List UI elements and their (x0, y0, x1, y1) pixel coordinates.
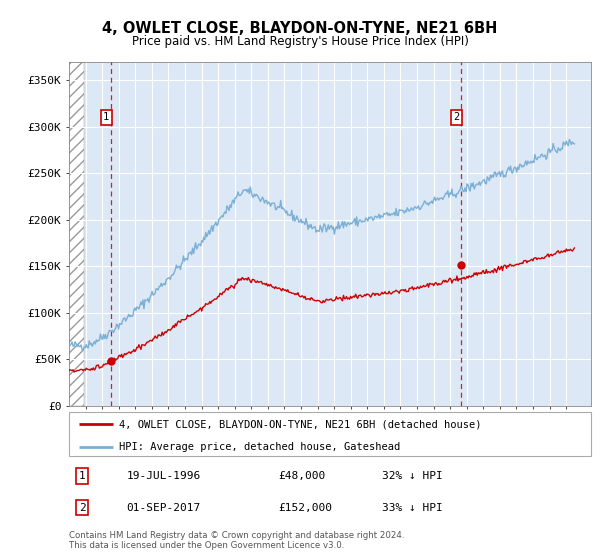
Text: £152,000: £152,000 (278, 503, 332, 513)
Text: 4, OWLET CLOSE, BLAYDON-ON-TYNE, NE21 6BH: 4, OWLET CLOSE, BLAYDON-ON-TYNE, NE21 6B… (103, 21, 497, 36)
Text: 32% ↓ HPI: 32% ↓ HPI (382, 471, 443, 481)
Text: 19-JUL-1996: 19-JUL-1996 (127, 471, 200, 481)
Text: Price paid vs. HM Land Registry's House Price Index (HPI): Price paid vs. HM Land Registry's House … (131, 35, 469, 48)
Bar (69, 62, 84, 406)
Text: 4, OWLET CLOSE, BLAYDON-ON-TYNE, NE21 6BH (detached house): 4, OWLET CLOSE, BLAYDON-ON-TYNE, NE21 6B… (119, 419, 481, 429)
Text: 1: 1 (79, 471, 85, 481)
Text: HPI: Average price, detached house, Gateshead: HPI: Average price, detached house, Gate… (119, 441, 400, 451)
Text: 33% ↓ HPI: 33% ↓ HPI (382, 503, 443, 513)
Text: 2: 2 (453, 113, 460, 123)
Text: 01-SEP-2017: 01-SEP-2017 (127, 503, 200, 513)
Text: 2: 2 (79, 503, 85, 513)
FancyBboxPatch shape (69, 412, 591, 456)
Text: £48,000: £48,000 (278, 471, 325, 481)
Text: Contains HM Land Registry data © Crown copyright and database right 2024.
This d: Contains HM Land Registry data © Crown c… (69, 531, 404, 550)
Text: 1: 1 (103, 113, 109, 123)
